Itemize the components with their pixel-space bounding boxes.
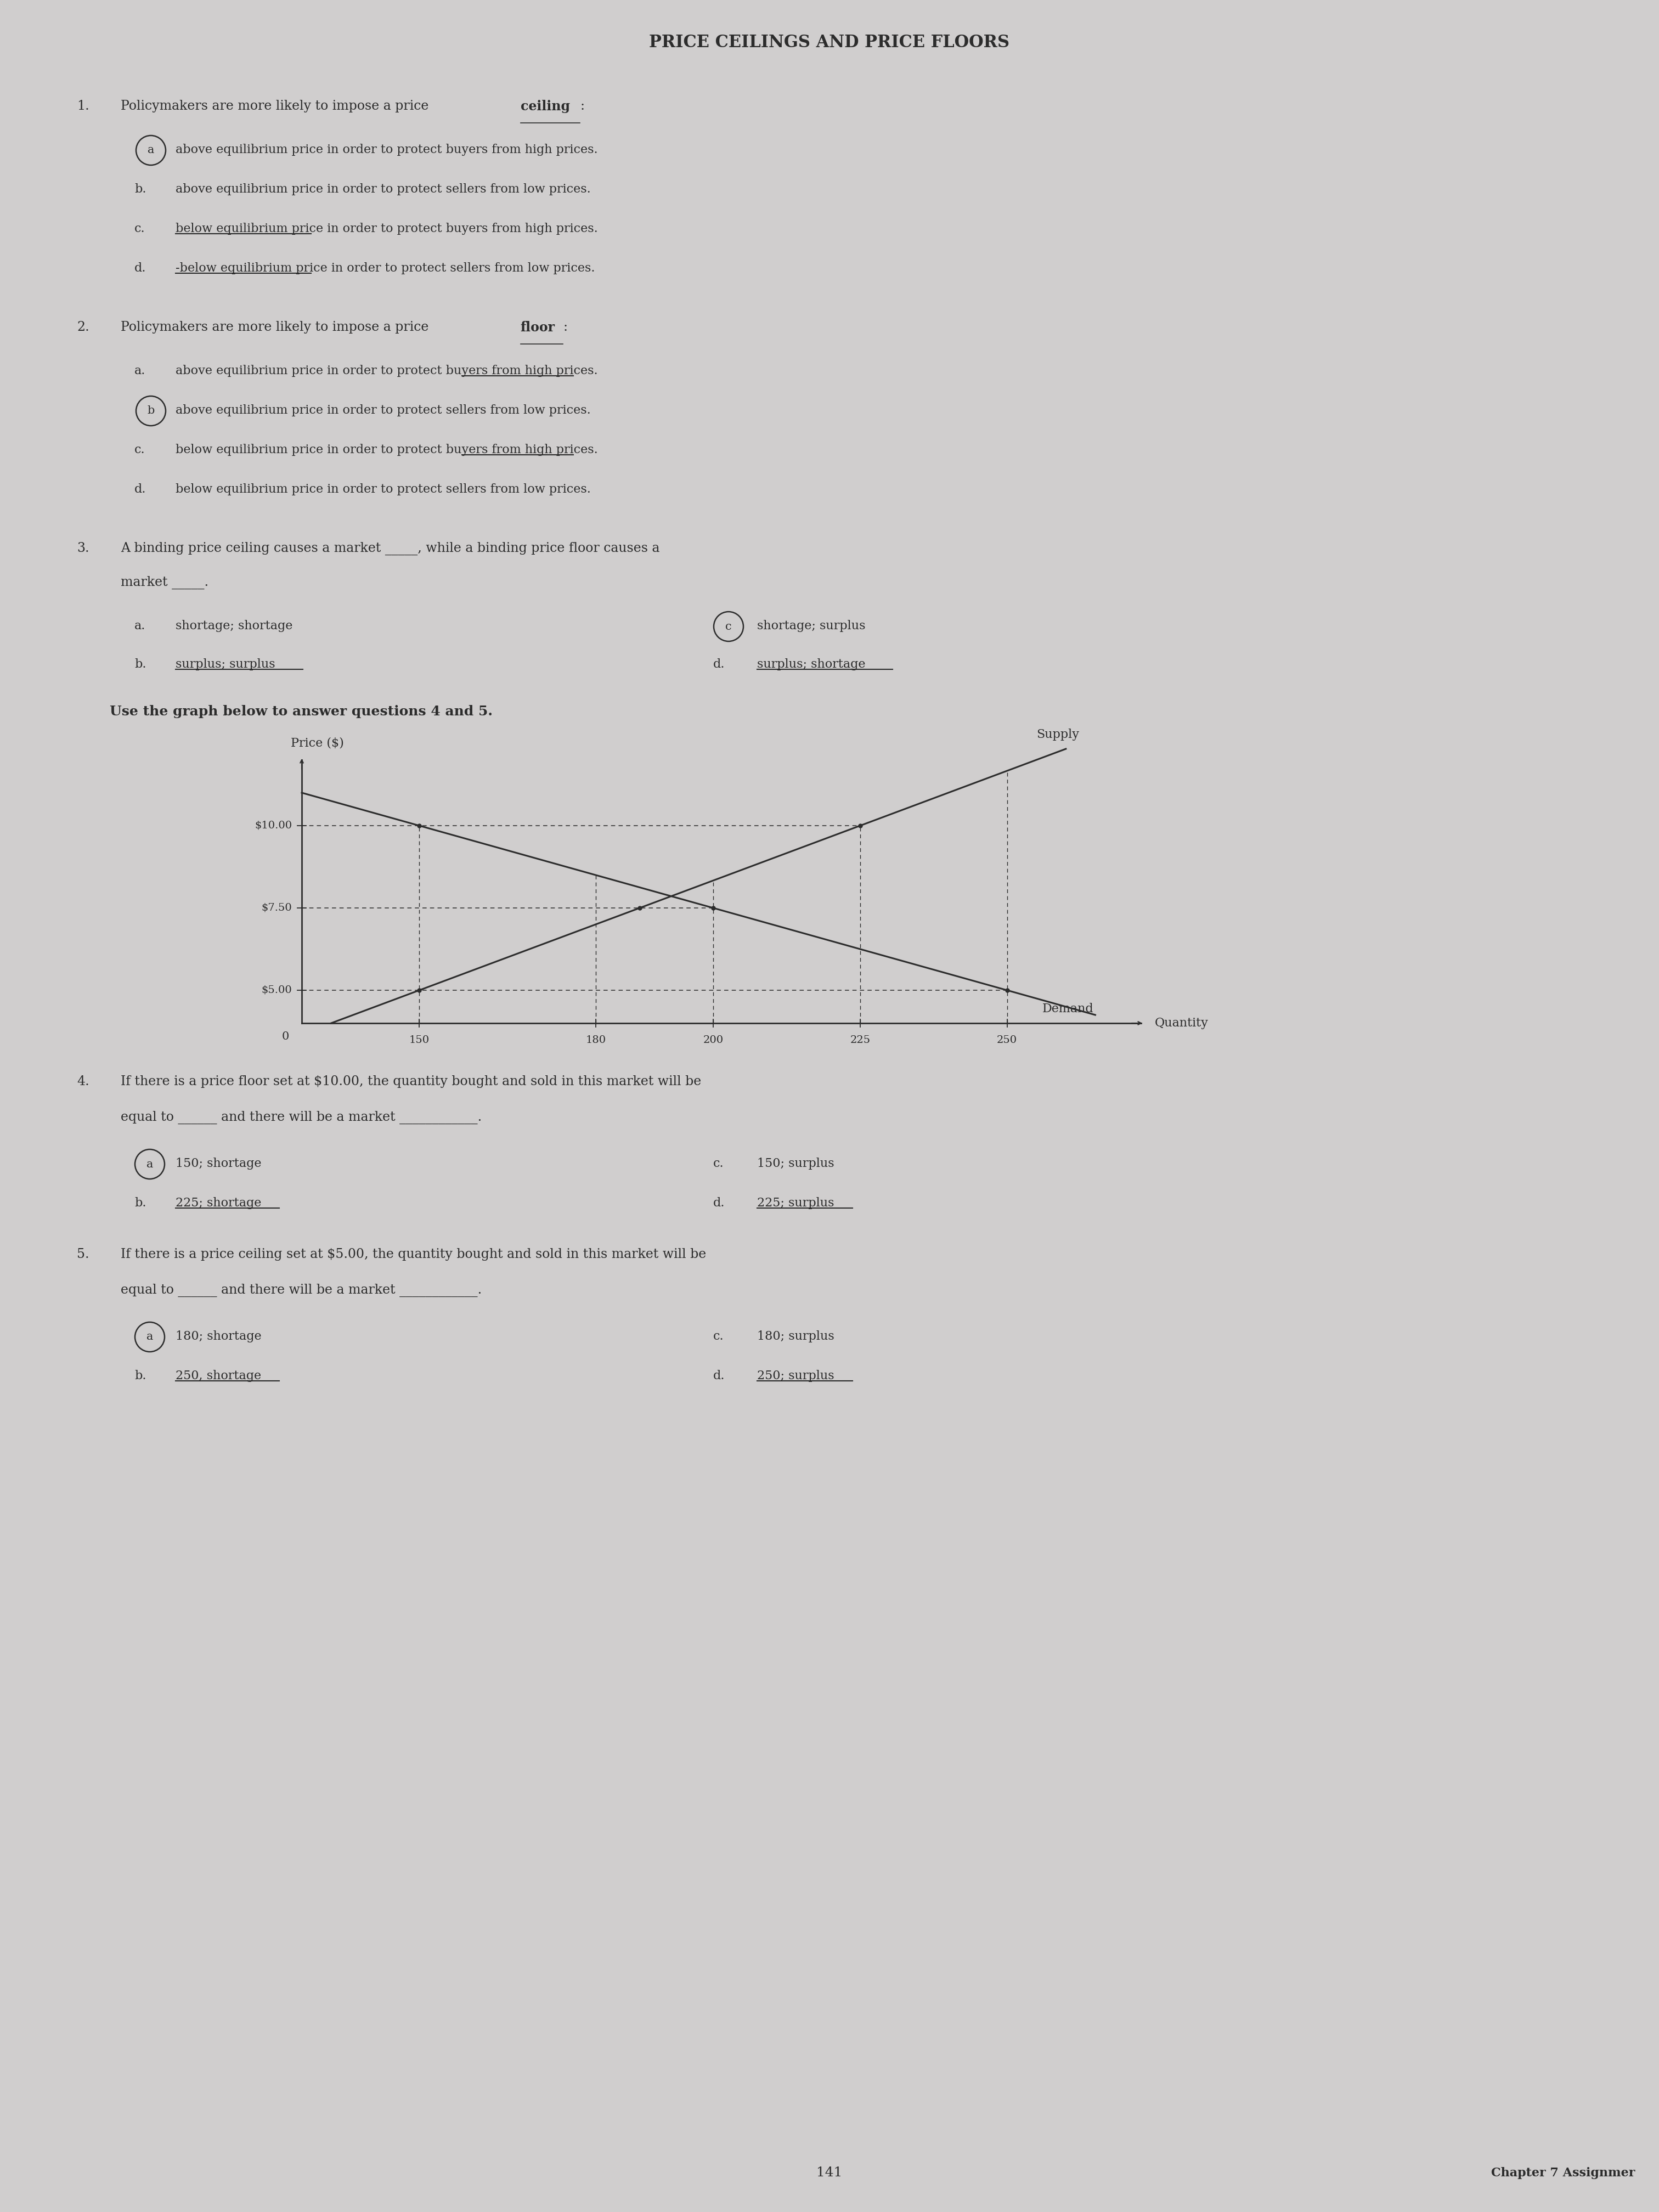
Text: b.: b. <box>134 659 146 670</box>
Text: d.: d. <box>713 659 725 670</box>
Text: If there is a price floor set at $10.00, the quantity bought and sold in this ma: If there is a price floor set at $10.00,… <box>121 1075 702 1088</box>
Text: c: c <box>725 622 732 633</box>
Text: Demand: Demand <box>1042 1002 1093 1015</box>
Text: :: : <box>562 321 567 334</box>
Text: 250: 250 <box>997 1035 1017 1044</box>
Text: 1.: 1. <box>76 100 90 113</box>
Text: Use the graph below to answer questions 4 and 5.: Use the graph below to answer questions … <box>109 706 493 719</box>
Text: 225; shortage: 225; shortage <box>176 1197 262 1210</box>
Text: b.: b. <box>134 1369 146 1383</box>
Text: below equilibrium price in order to protect sellers from low prices.: below equilibrium price in order to prot… <box>176 484 591 495</box>
Text: If there is a price ceiling set at $5.00, the quantity bought and sold in this m: If there is a price ceiling set at $5.00… <box>121 1248 707 1261</box>
Text: 180; shortage: 180; shortage <box>176 1329 262 1343</box>
Text: below equilibrium price in order to protect buyers from high prices.: below equilibrium price in order to prot… <box>176 223 597 234</box>
Text: below equilibrium price in order to protect buyers from high prices.: below equilibrium price in order to prot… <box>176 445 597 456</box>
Text: :: : <box>581 100 584 113</box>
Text: c.: c. <box>134 445 146 456</box>
Text: a: a <box>146 1332 153 1343</box>
Text: a.: a. <box>134 619 146 633</box>
Text: 0: 0 <box>282 1031 289 1042</box>
Text: above equilibrium price in order to protect sellers from low prices.: above equilibrium price in order to prot… <box>176 405 591 416</box>
Text: c.: c. <box>713 1329 723 1343</box>
Text: PRICE CEILINGS AND PRICE FLOORS: PRICE CEILINGS AND PRICE FLOORS <box>649 33 1010 51</box>
Text: 180; surplus: 180; surplus <box>757 1329 834 1343</box>
Text: 200: 200 <box>703 1035 723 1044</box>
Text: Policymakers are more likely to impose a price: Policymakers are more likely to impose a… <box>121 321 433 334</box>
Text: 250; surplus: 250; surplus <box>757 1369 834 1383</box>
Text: b.: b. <box>134 184 146 195</box>
Text: 4.: 4. <box>76 1075 90 1088</box>
Text: Policymakers are more likely to impose a price: Policymakers are more likely to impose a… <box>121 100 433 113</box>
Text: c.: c. <box>134 223 146 234</box>
Text: 150: 150 <box>410 1035 430 1044</box>
Text: 141: 141 <box>816 2166 843 2179</box>
Text: 150; shortage: 150; shortage <box>176 1157 262 1170</box>
Text: equal to ______ and there will be a market ____________.: equal to ______ and there will be a mark… <box>121 1110 481 1124</box>
Text: b: b <box>148 405 154 416</box>
Text: d.: d. <box>134 263 146 274</box>
Text: above equilibrium price in order to protect buyers from high prices.: above equilibrium price in order to prot… <box>176 365 597 376</box>
Text: $7.50: $7.50 <box>260 902 292 914</box>
Text: above equilibrium price in order to protect sellers from low prices.: above equilibrium price in order to prot… <box>176 184 591 195</box>
Text: surplus; shortage: surplus; shortage <box>757 659 866 670</box>
Text: Chapter 7 Assignmer: Chapter 7 Assignmer <box>1491 2168 1634 2179</box>
Text: 225; surplus: 225; surplus <box>757 1197 834 1210</box>
Text: b.: b. <box>134 1197 146 1210</box>
Text: 180: 180 <box>586 1035 606 1044</box>
Text: d.: d. <box>713 1369 725 1383</box>
Text: d.: d. <box>713 1197 725 1210</box>
Text: shortage; surplus: shortage; surplus <box>757 619 866 633</box>
Text: 2.: 2. <box>76 321 90 334</box>
Text: floor: floor <box>521 321 554 334</box>
Text: d.: d. <box>134 484 146 495</box>
Text: -below equilibrium price in order to protect sellers from low prices.: -below equilibrium price in order to pro… <box>176 263 596 274</box>
Text: 250, shortage: 250, shortage <box>176 1369 260 1383</box>
Text: Price ($): Price ($) <box>290 737 343 750</box>
Text: equal to ______ and there will be a market ____________.: equal to ______ and there will be a mark… <box>121 1283 481 1296</box>
Text: Quantity: Quantity <box>1155 1018 1208 1029</box>
Text: $10.00: $10.00 <box>254 821 292 830</box>
Text: market _____.: market _____. <box>121 575 209 588</box>
Text: 225: 225 <box>849 1035 871 1044</box>
Text: a.: a. <box>134 365 146 376</box>
Text: Supply: Supply <box>1037 728 1080 741</box>
Text: c.: c. <box>713 1157 723 1170</box>
Text: 3.: 3. <box>76 542 90 555</box>
Text: a: a <box>148 146 154 155</box>
Text: A binding price ceiling causes a market _____, while a binding price floor cause: A binding price ceiling causes a market … <box>121 542 660 555</box>
Text: surplus; surplus: surplus; surplus <box>176 659 275 670</box>
Text: $5.00: $5.00 <box>260 984 292 995</box>
Text: 150; surplus: 150; surplus <box>757 1157 834 1170</box>
Text: a: a <box>146 1159 153 1170</box>
Text: shortage; shortage: shortage; shortage <box>176 619 292 633</box>
Text: ceiling: ceiling <box>521 100 569 113</box>
Text: 5.: 5. <box>76 1248 90 1261</box>
Text: above equilibrium price in order to protect buyers from high prices.: above equilibrium price in order to prot… <box>176 144 597 155</box>
